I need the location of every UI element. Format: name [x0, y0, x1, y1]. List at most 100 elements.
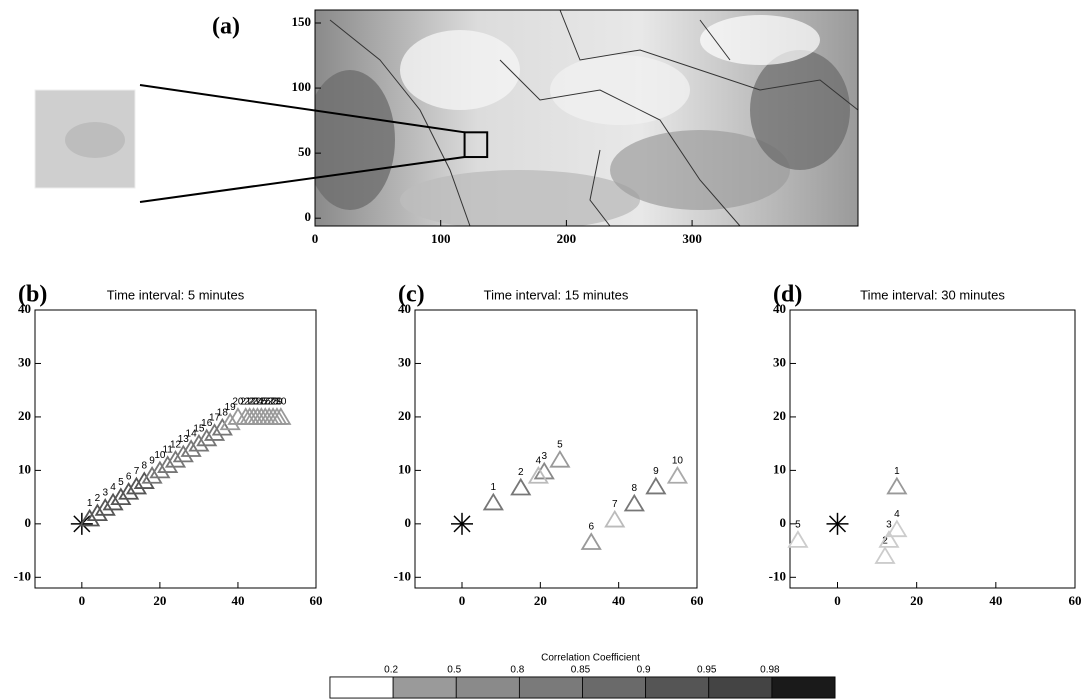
reference-point [826, 512, 849, 535]
point-label: 5 [557, 439, 563, 450]
point-label: 8 [141, 461, 147, 472]
map-frame [314, 9, 859, 227]
triangle-marker [188, 433, 210, 452]
triangle-marker [141, 465, 163, 484]
y-tick-label: 100 [292, 79, 312, 94]
plot-frame [414, 309, 698, 589]
triangle-marker [482, 492, 504, 511]
y-tick-label: 40 [18, 301, 31, 316]
point-label: 9 [653, 466, 659, 477]
point-label: 22 [244, 397, 256, 408]
panel-label: (d) [773, 282, 802, 308]
x-tick-label: 0 [79, 593, 86, 608]
point-label: 10 [154, 450, 166, 461]
triangle-marker [666, 465, 689, 484]
triangle-marker [549, 449, 571, 468]
point-label: 5 [118, 477, 124, 488]
colorbar-segment [771, 676, 836, 699]
point-label: 3 [886, 520, 892, 531]
point-label: 11 [162, 445, 173, 456]
point-label: 5 [795, 520, 801, 531]
y-tick-label: 20 [398, 408, 411, 423]
triangle-marker [886, 476, 908, 495]
triangle-marker [180, 439, 202, 457]
y-tick-label: 0 [25, 515, 32, 530]
x-tick-label: 0 [312, 231, 319, 246]
point-label: 6 [126, 471, 132, 482]
triangle-marker [86, 503, 109, 522]
point-label: 23 [248, 397, 260, 408]
point-label: 30 [275, 397, 287, 408]
y-tick-label: -10 [394, 568, 411, 583]
triangle-marker [645, 476, 667, 495]
point-label: 16 [201, 418, 213, 429]
plot-frame [789, 309, 1076, 589]
point-label: 10 [672, 455, 684, 466]
y-tick-label: -10 [769, 568, 786, 583]
y-tick-label: 30 [398, 354, 411, 369]
point-label: 1 [491, 482, 497, 493]
triangle-marker [172, 444, 194, 463]
colorbar-label: 0.85 [571, 665, 591, 676]
y-tick-label: 40 [398, 301, 411, 316]
point-label: 18 [217, 407, 229, 418]
triangle-marker [149, 460, 171, 479]
panel-label: (a) [212, 14, 240, 40]
triangle-marker [203, 423, 226, 441]
chart-title: Time interval: 30 minutes [860, 287, 1005, 302]
colorbar-segment [329, 676, 394, 699]
colorbar-segment [392, 676, 457, 699]
y-tick-label: 10 [18, 461, 31, 476]
point-label: 26 [260, 397, 272, 408]
point-label: 2 [95, 493, 101, 504]
y-tick-label: 0 [405, 515, 412, 530]
x-tick-label: 40 [231, 593, 244, 608]
triangle-marker [79, 508, 101, 527]
point-label: 7 [134, 466, 140, 477]
point-label: 28 [268, 397, 280, 408]
x-tick-label: 20 [910, 593, 923, 608]
y-tick-label: 20 [18, 408, 31, 423]
satellite-image [315, 10, 858, 226]
point-label: 29 [271, 397, 283, 408]
y-tick-label: -10 [14, 568, 31, 583]
zoom-line [139, 156, 465, 203]
x-tick-label: 200 [557, 231, 577, 246]
triangle-marker [157, 455, 179, 473]
triangle-marker [125, 476, 148, 495]
y-tick-label: 0 [305, 209, 312, 224]
y-tick-label: 150 [292, 14, 312, 29]
point-label: 1 [894, 466, 900, 477]
triangle-marker [787, 530, 809, 548]
chart-title: Time interval: 15 minutes [484, 287, 629, 302]
colorbar-label: 0.5 [447, 665, 461, 676]
point-label: 6 [588, 522, 594, 533]
point-label: 24 [252, 397, 264, 408]
x-tick-label: 60 [1069, 593, 1082, 608]
reference-point [451, 512, 473, 535]
triangle-marker [623, 493, 645, 512]
colorbar-label: 0.8 [510, 665, 524, 676]
y-tick-label: 30 [773, 354, 786, 369]
colorbar-segment [455, 676, 520, 699]
x-tick-label: 60 [691, 593, 704, 608]
panel-label: (c) [398, 282, 425, 308]
colorbar-segment [582, 676, 647, 699]
x-tick-label: 20 [534, 593, 547, 608]
colorbar-segment [708, 676, 773, 699]
triangle-marker [211, 417, 233, 436]
triangle-marker [118, 482, 140, 500]
point-label: 27 [264, 397, 276, 408]
point-label: 13 [178, 434, 190, 445]
point-label: 21 [240, 397, 252, 408]
point-label: 14 [186, 429, 198, 440]
x-tick-label: 0 [459, 593, 466, 608]
x-tick-label: 40 [612, 593, 625, 608]
point-label: 4 [110, 482, 116, 493]
y-tick-label: 10 [398, 461, 411, 476]
point-label: 4 [536, 455, 542, 466]
y-tick-label: 30 [18, 354, 31, 369]
y-tick-label: 10 [773, 461, 786, 476]
triangle-marker [164, 449, 187, 468]
triangle-marker [270, 407, 292, 425]
